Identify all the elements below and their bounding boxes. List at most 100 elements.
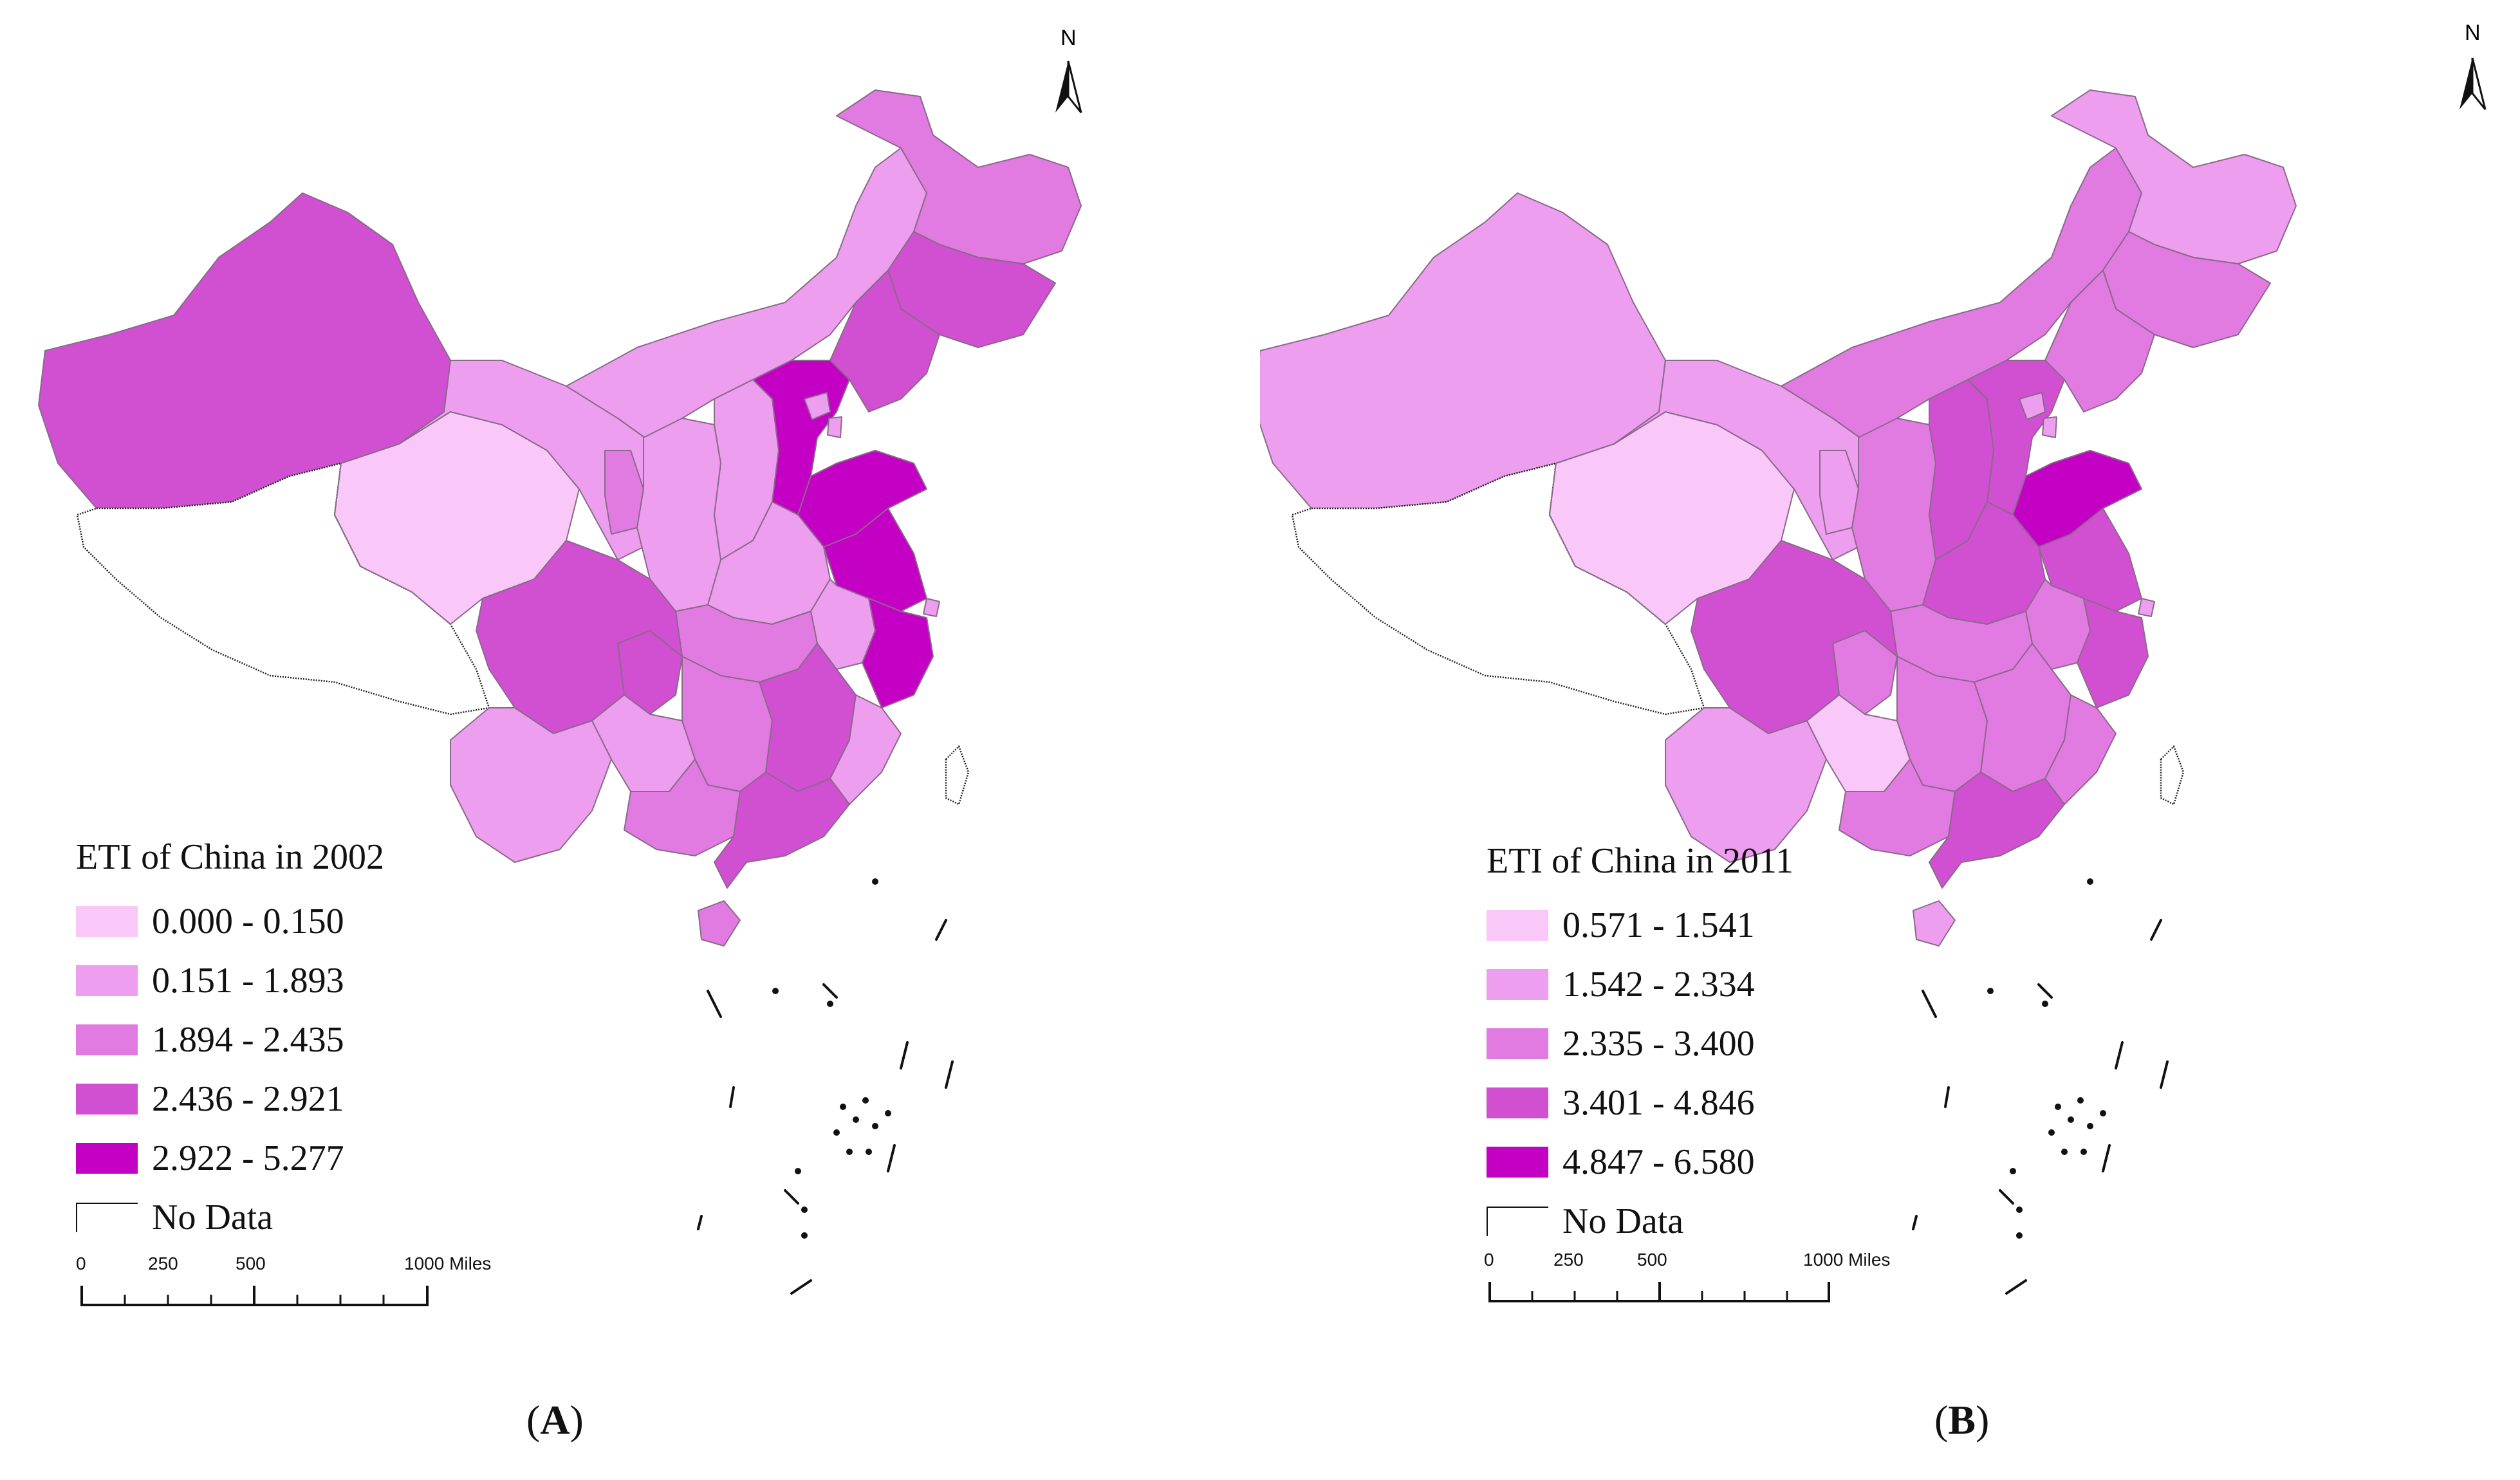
- island-dot: [862, 1097, 869, 1104]
- legend-item: 3.401 - 4.846: [1487, 1073, 1793, 1133]
- island-dot: [2048, 1129, 2055, 1136]
- legend-swatch: [1487, 1028, 1548, 1059]
- legend-label: 2.922 - 5.277: [152, 1138, 344, 1178]
- panel-a: N ETI of China in 2002 0.000 - 0.150 0.1…: [38, 26, 1082, 1443]
- island-outline: [2115, 1041, 2124, 1069]
- island-dot: [2100, 1110, 2106, 1116]
- province-tianjin: [2042, 416, 2057, 438]
- legend-swatch: [76, 906, 138, 937]
- island-outline: [729, 1086, 735, 1108]
- island-outline: [2102, 1144, 2111, 1172]
- legend-label: 0.571 - 1.541: [1562, 905, 1755, 945]
- province-shanghai: [923, 598, 940, 617]
- panel-b: N ETI of China in 2011 0.571 - 1.541 1.5…: [1260, 0, 2520, 1480]
- north-label: N: [1061, 26, 1077, 50]
- legend-label: 1.894 - 2.435: [152, 1020, 344, 1060]
- island-outline: [2037, 983, 2053, 999]
- island-outline: [887, 1144, 896, 1172]
- island-dot: [2010, 1168, 2016, 1174]
- legend-label: 0.000 - 0.150: [152, 902, 344, 941]
- legend-swatch: [76, 965, 138, 996]
- legend-item: 2.436 - 2.921: [76, 1069, 384, 1129]
- province-beijing: [804, 392, 831, 420]
- island-dot: [2061, 1149, 2068, 1155]
- legend-label: 3.401 - 4.846: [1562, 1083, 1755, 1123]
- island-dot: [2055, 1104, 2061, 1110]
- island-outline: [935, 919, 947, 941]
- island-dot: [833, 1129, 840, 1136]
- province-sichuan: [1691, 540, 1898, 734]
- island-dot: [872, 878, 878, 885]
- legend-label: 2.335 - 3.400: [1562, 1024, 1755, 1064]
- nodata-swatch: [1487, 1207, 1548, 1236]
- island-outline: [1922, 990, 1937, 1018]
- island-outline: [2150, 919, 2162, 941]
- scale-label: 500: [236, 1253, 266, 1273]
- scale-ruler: [1488, 1282, 1830, 1302]
- legend-item: 0.151 - 1.893: [76, 951, 384, 1010]
- island-dot: [2077, 1097, 2084, 1104]
- province-heilongjiang: [836, 89, 1082, 264]
- north-arrow: N: [2460, 21, 2487, 110]
- legend-label: No Data: [152, 1198, 273, 1237]
- china-map-2002: N: [38, 26, 1082, 1295]
- province-fujian: [829, 694, 902, 805]
- island-outline: [900, 1041, 909, 1069]
- scale-bar: 0 250 500 1000 Miles: [1484, 1250, 1890, 1317]
- province-guizhou: [591, 694, 696, 792]
- legend-swatch: [76, 1084, 138, 1115]
- province-beijing: [2019, 392, 2046, 420]
- legend-swatch: [1487, 1147, 1548, 1178]
- province-yunnan: [450, 707, 612, 863]
- legend-item-nodata: No Data: [76, 1188, 384, 1247]
- island-dot: [2068, 1116, 2074, 1123]
- scale-label: 0: [1484, 1250, 1494, 1270]
- legend-swatch: [76, 1024, 138, 1055]
- province-sichuan: [476, 540, 683, 734]
- legend-item: 1.542 - 2.334: [1487, 955, 1793, 1014]
- province-heilongjiang: [2051, 89, 2297, 264]
- island-dot: [2080, 1149, 2087, 1155]
- island-outline: [790, 1279, 812, 1295]
- legend-item: 4.847 - 6.580: [1487, 1133, 1793, 1192]
- legend-title: ETI of China in 2002: [76, 837, 385, 877]
- province-tianjin: [827, 416, 842, 438]
- island-dot: [872, 1123, 878, 1129]
- island-dot: [846, 1149, 853, 1155]
- island-outline: [822, 983, 838, 999]
- scale-label: 250: [148, 1253, 178, 1273]
- panel-caption: (A): [526, 1397, 584, 1443]
- province-yunnan: [1665, 707, 1827, 863]
- legend-swatch: [1487, 910, 1548, 941]
- island-dot: [2042, 1001, 2048, 1007]
- island-dot: [2016, 1232, 2023, 1239]
- island-dot: [2016, 1207, 2023, 1213]
- island-outline: [1912, 1215, 1918, 1230]
- legend-item: 2.335 - 3.400: [1487, 1014, 1793, 1073]
- north-arrow: N: [1055, 26, 1082, 113]
- panel-caption: (B): [1934, 1397, 1990, 1443]
- legend-title: ETI of China in 2011: [1487, 841, 1793, 881]
- legend-item: 1.894 - 2.435: [76, 1010, 384, 1069]
- legend-label: 1.542 - 2.334: [1562, 965, 1755, 1004]
- north-label: N: [2465, 21, 2481, 45]
- province-hainan: [698, 900, 741, 947]
- province-taiwan: [2160, 745, 2185, 806]
- scale-label: 500: [1637, 1250, 1667, 1270]
- island-outline: [707, 990, 722, 1018]
- island-dot: [885, 1110, 891, 1116]
- legend-label: 0.151 - 1.893: [152, 961, 344, 1001]
- legend: ETI of China in 2002 0.000 - 0.150 0.151…: [76, 837, 384, 1247]
- nodata-swatch: [76, 1203, 138, 1232]
- legend-item: 2.922 - 5.277: [76, 1129, 384, 1188]
- island-dot: [866, 1149, 872, 1155]
- legend-item-nodata: No Data: [1487, 1192, 1793, 1251]
- scale-label: 250: [1553, 1250, 1584, 1270]
- province-guizhou: [1806, 694, 1911, 792]
- province-zhejiang: [2077, 598, 2149, 708]
- province-guangdong: [1929, 772, 2065, 889]
- legend-swatch: [76, 1143, 138, 1174]
- island-dot: [1987, 988, 1994, 994]
- island-dot: [2087, 878, 2093, 885]
- island-outline: [945, 1060, 954, 1089]
